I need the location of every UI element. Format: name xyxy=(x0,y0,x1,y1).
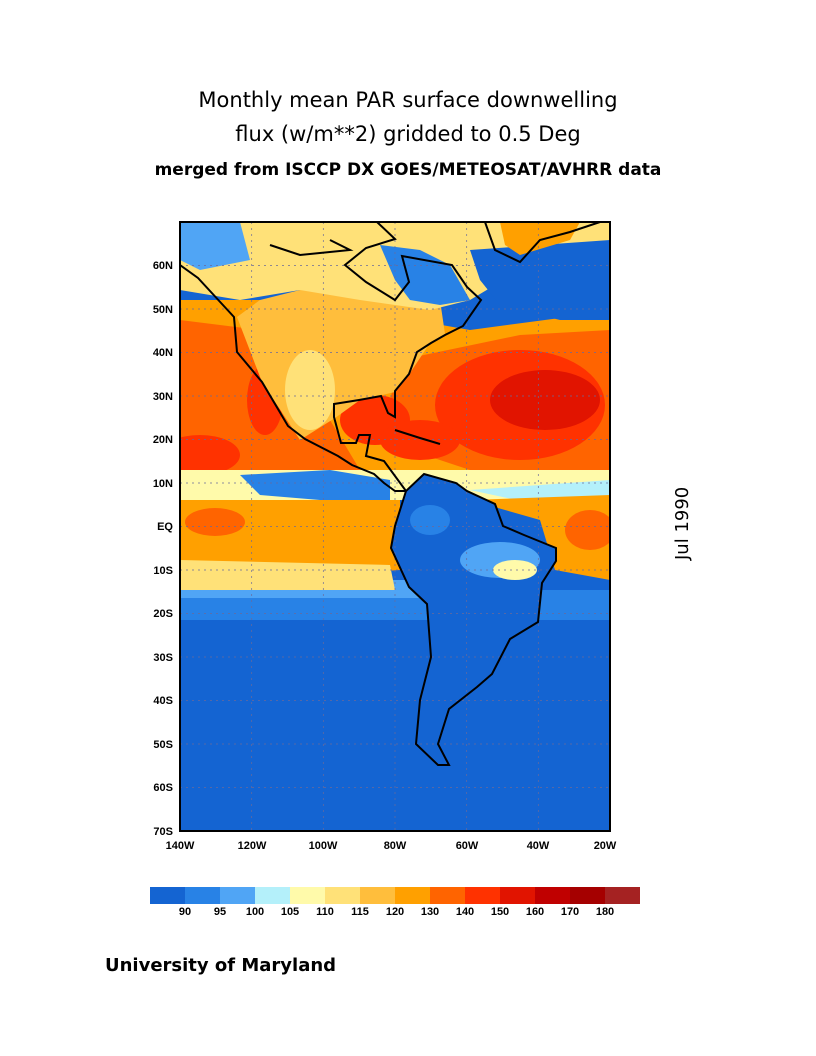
lat-label: 30N xyxy=(153,391,173,403)
colorbar-label: 100 xyxy=(245,906,265,918)
lat-label: 50S xyxy=(153,739,173,751)
colorbar-label: 115 xyxy=(351,906,369,918)
lon-label: 80W xyxy=(384,840,407,852)
colorbar-swatch xyxy=(570,887,605,904)
lon-axis: 140W 120W 100W 80W 60W 40W 20W xyxy=(166,840,617,852)
lon-label: 20W xyxy=(594,840,617,852)
colorbar-swatch xyxy=(535,887,570,904)
lon-label: 120W xyxy=(238,840,267,852)
colorbar-label: 120 xyxy=(385,906,405,918)
colorbar-swatch xyxy=(360,887,395,904)
lat-axis: 60N 50N 40N 30N 20N 10N EQ 10S 20S 30S 4… xyxy=(153,260,174,838)
colorbar-swatch xyxy=(290,887,325,904)
lon-label: 140W xyxy=(166,840,195,852)
lat-label: 10S xyxy=(153,565,173,577)
par-flux-map: 60N 50N 40N 30N 20N 10N EQ 10S 20S 30S 4… xyxy=(153,221,617,852)
colorbar-label: 160 xyxy=(525,906,545,918)
colorbar-label: 130 xyxy=(420,906,440,918)
colorbar-label: 170 xyxy=(560,906,580,918)
lon-label: 100W xyxy=(309,840,338,852)
colorbar-label: 95 xyxy=(213,906,227,918)
colorbar-swatch xyxy=(255,887,290,904)
lat-label: 10N xyxy=(153,478,173,490)
lat-label: 30S xyxy=(153,652,173,664)
colorbar-swatch xyxy=(430,887,465,904)
colorbar-swatch xyxy=(500,887,535,904)
lat-label: 70S xyxy=(153,826,173,838)
lat-label: 50N xyxy=(153,304,173,316)
coastlines xyxy=(180,222,601,766)
title-line-2: flux (w/m**2) gridded to 0.5 Deg xyxy=(235,122,581,146)
footer-credit: University of Maryland xyxy=(105,955,337,976)
lat-label: 60S xyxy=(153,782,173,794)
lat-label: 40S xyxy=(153,695,173,707)
lon-label: 40W xyxy=(527,840,550,852)
colorbar-swatch xyxy=(325,887,360,904)
lat-label: EQ xyxy=(157,521,173,533)
lat-label: 40N xyxy=(153,347,173,359)
colorbar-swatch xyxy=(465,887,500,904)
colorbar-swatch xyxy=(220,887,255,904)
lat-label: 20S xyxy=(153,608,173,620)
lat-label: 20N xyxy=(153,434,173,446)
map-field xyxy=(180,222,610,831)
date-label: Jul 1990 xyxy=(672,486,693,560)
colorbar-label: 90 xyxy=(178,906,192,918)
colorbar-labels: 90 95 100 105 110 115 120 130 140 150 160 170 180 xyxy=(150,906,640,922)
colorbar-label: 180 xyxy=(595,906,615,918)
colorbar-swatch xyxy=(150,887,185,904)
colorbar-label: 110 xyxy=(316,906,334,918)
colorbar xyxy=(150,887,640,904)
colorbar-label: 140 xyxy=(455,906,475,918)
colorbar-swatch xyxy=(185,887,220,904)
map-frame xyxy=(179,221,611,832)
title-line-3: merged from ISCCP DX GOES/METEOSAT/AVHRR… xyxy=(154,160,662,180)
title-line-1: Monthly mean PAR surface downwelling xyxy=(198,88,618,112)
colorbar-label: 105 xyxy=(280,906,300,918)
colorbar-swatch xyxy=(605,887,640,904)
colorbar-label: 150 xyxy=(490,906,510,918)
lat-label: 60N xyxy=(153,260,173,272)
lon-label: 60W xyxy=(456,840,479,852)
colorbar-swatch xyxy=(395,887,430,904)
